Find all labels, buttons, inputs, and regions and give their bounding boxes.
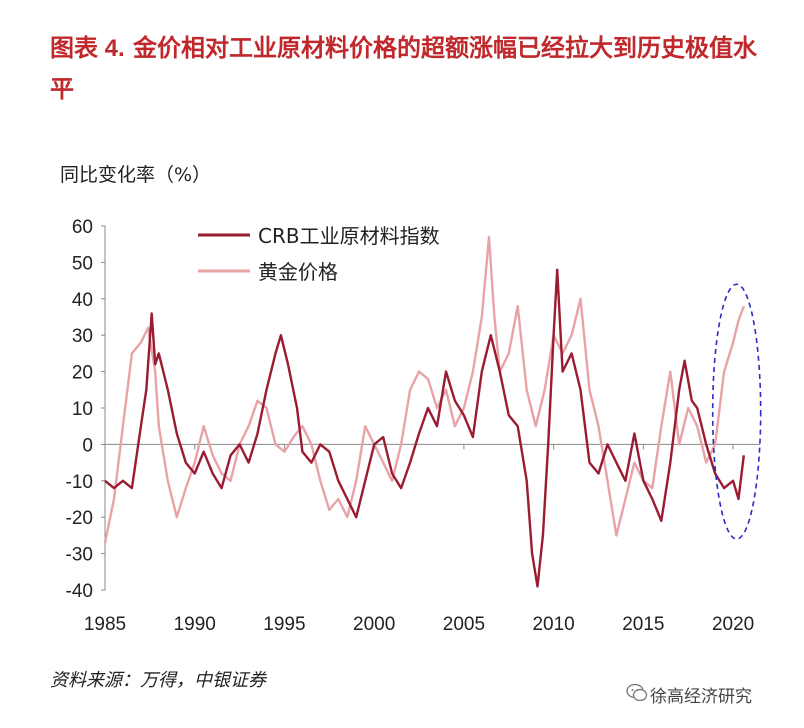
x-tick-label: 2005 [443, 614, 485, 635]
y-tick-label: 30 [72, 326, 93, 347]
series-line-gold [103, 235, 745, 543]
source-note: 资料来源：万得，中银证券 [50, 670, 266, 691]
chart-title: 图表 4. 金价相对工业原材料价格的超额涨幅已经拉大到历史极值水平 [50, 28, 770, 109]
x-tick-label: 2020 [712, 614, 754, 635]
x-tick-label: 2000 [353, 614, 395, 635]
y-tick-label: -40 [66, 581, 93, 602]
y-tick-label: 0 [82, 435, 93, 456]
y-tick-label: 40 [72, 290, 93, 311]
y-axis-label: 同比变化率（%） [60, 164, 212, 186]
y-tick-label: 20 [72, 363, 93, 384]
brand-label: 徐高经济研究 [650, 687, 752, 707]
legend-label-gold: 黄金价格 [258, 260, 338, 284]
y-tick-label: 50 [72, 253, 93, 274]
x-tick-label: 2015 [622, 614, 664, 635]
highlight-ellipse [711, 283, 762, 540]
y-tick-label: -30 [66, 545, 93, 566]
title-text: 金价相对工业原材料价格的超额涨幅已经拉大到历史极值水平 [50, 34, 758, 103]
y-tick-label: -20 [66, 508, 93, 529]
y-tick-label: -10 [66, 472, 93, 493]
y-tick-label: 10 [72, 399, 93, 420]
wechat-icon [626, 683, 648, 702]
x-tick-label: 1995 [263, 614, 305, 635]
x-tick-label: 1990 [174, 614, 216, 635]
x-tick-label: 2010 [532, 614, 574, 635]
x-tick-label: 1985 [84, 614, 126, 635]
legend-label-crb: CRB工业原材料指数 [258, 224, 440, 248]
y-tick-label: 60 [72, 217, 93, 238]
figure-label: 图表 4. [50, 35, 125, 62]
series-line-crb [104, 268, 745, 588]
